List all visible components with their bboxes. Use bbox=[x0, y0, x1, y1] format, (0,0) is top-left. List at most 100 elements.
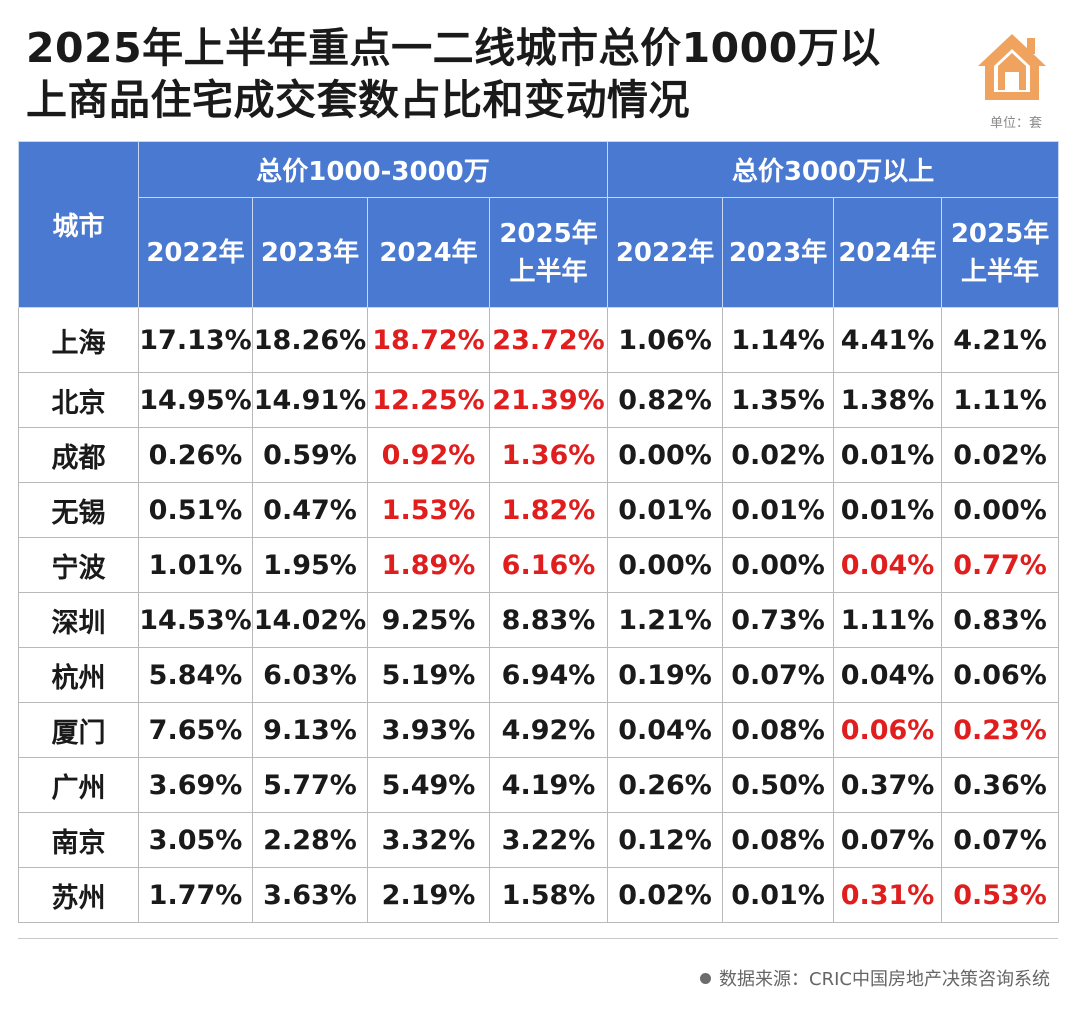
value-cell: 0.01% bbox=[833, 482, 943, 538]
year-header-line1: 2024年 bbox=[379, 237, 478, 268]
value-cell: 14.91% bbox=[252, 372, 368, 428]
value-cell: 0.00% bbox=[941, 482, 1060, 538]
value-cell: 3.63% bbox=[252, 867, 368, 923]
source-note: 数据来源：CRIC中国房地产决策咨询系统 bbox=[700, 965, 1050, 991]
value-cell: 0.04% bbox=[833, 537, 943, 593]
value-cell: 23.72% bbox=[488, 307, 609, 373]
house-icon bbox=[978, 34, 1046, 100]
value-cell: 9.13% bbox=[252, 702, 368, 758]
value-cell: 0.50% bbox=[722, 757, 835, 813]
city-cell: 北京 bbox=[18, 372, 139, 428]
year-header: 2024年 bbox=[367, 197, 490, 308]
year-header: 2023年 bbox=[252, 197, 368, 308]
value-cell: 1.11% bbox=[833, 592, 943, 648]
city-cell: 杭州 bbox=[18, 647, 139, 703]
value-cell: 0.01% bbox=[722, 482, 835, 538]
value-cell: 0.07% bbox=[833, 812, 943, 868]
value-cell: 6.03% bbox=[252, 647, 368, 703]
value-cell: 1.14% bbox=[722, 307, 835, 373]
value-cell: 0.31% bbox=[833, 867, 943, 923]
value-cell: 0.37% bbox=[833, 757, 943, 813]
value-cell: 12.25% bbox=[367, 372, 490, 428]
year-header: 2022年 bbox=[138, 197, 253, 308]
source-text: 数据来源：CRIC中国房地产决策咨询系统 bbox=[719, 969, 1050, 990]
table-row: 宁波 1.01% 1.95% 1.89% 6.16% 0.00% 0.00% 0.04% 0.7… bbox=[18, 537, 1060, 593]
city-cell: 深圳 bbox=[18, 592, 139, 648]
year-header-line2: 上半年 bbox=[509, 256, 588, 287]
value-cell: 14.53% bbox=[138, 592, 253, 648]
value-cell: 0.06% bbox=[941, 647, 1060, 703]
city-cell: 厦门 bbox=[18, 702, 139, 758]
value-cell: 1.89% bbox=[367, 537, 490, 593]
year-header-row: 2022年 2023年 2024年 2025年 上半年 2022年 2023年 2024年 20… bbox=[19, 197, 1060, 308]
table-row: 成都 0.26% 0.59% 0.92% 1.36% 0.00% 0.02% 0.01% 0.0… bbox=[18, 427, 1060, 483]
value-cell: 0.36% bbox=[941, 757, 1060, 813]
value-cell: 1.95% bbox=[252, 537, 368, 593]
value-cell: 1.21% bbox=[607, 592, 724, 648]
year-header: 2023年 bbox=[722, 197, 835, 308]
table-row: 无锡 0.51% 0.47% 1.53% 1.82% 0.01% 0.01% 0.01% 0.0… bbox=[18, 482, 1060, 538]
value-cell: 4.92% bbox=[488, 702, 609, 758]
value-cell: 1.35% bbox=[722, 372, 835, 428]
year-header-line1: 2025年 bbox=[499, 218, 598, 249]
value-cell: 3.22% bbox=[488, 812, 609, 868]
value-cell: 0.77% bbox=[941, 537, 1060, 593]
value-cell: 0.02% bbox=[607, 867, 724, 923]
value-cell: 8.83% bbox=[488, 592, 609, 648]
value-cell: 0.26% bbox=[607, 757, 724, 813]
value-cell: 1.11% bbox=[941, 372, 1060, 428]
bullet-dot-icon bbox=[700, 972, 712, 984]
value-cell: 5.84% bbox=[138, 647, 253, 703]
value-cell: 4.21% bbox=[941, 307, 1060, 373]
value-cell: 0.00% bbox=[607, 427, 724, 483]
value-cell: 3.32% bbox=[367, 812, 490, 868]
table-row: 广州 3.69% 5.77% 5.49% 4.19% 0.26% 0.50% 0.37% 0.3… bbox=[18, 757, 1060, 813]
year-header: 2025年上半年 bbox=[488, 197, 609, 308]
table-row: 上海 17.13% 18.26% 18.72% 23.72% 1.06% 1.14% 4.41… bbox=[18, 307, 1060, 373]
group-header-1000-3000: 总价1000-3000万 bbox=[137, 141, 609, 198]
value-cell: 1.01% bbox=[138, 537, 253, 593]
value-cell: 1.36% bbox=[488, 427, 609, 483]
value-cell: 0.73% bbox=[722, 592, 835, 648]
title-line-1: 2025年上半年重点一二线城市总价1000万以 bbox=[26, 24, 881, 72]
city-cell: 南京 bbox=[18, 812, 139, 868]
value-cell: 0.07% bbox=[722, 647, 835, 703]
city-cell: 广州 bbox=[18, 757, 139, 813]
year-header-line1: 2024年 bbox=[838, 237, 937, 268]
value-cell: 1.82% bbox=[488, 482, 609, 538]
value-cell: 0.01% bbox=[833, 427, 943, 483]
city-column-header: 城市 bbox=[18, 141, 139, 308]
value-cell: 0.47% bbox=[252, 482, 368, 538]
value-cell: 0.02% bbox=[941, 427, 1060, 483]
value-cell: 0.02% bbox=[722, 427, 835, 483]
value-cell: 3.93% bbox=[367, 702, 490, 758]
year-header-line1: 2023年 bbox=[260, 237, 360, 268]
value-cell: 0.00% bbox=[607, 537, 724, 593]
value-cell: 2.19% bbox=[367, 867, 490, 923]
value-cell: 0.08% bbox=[722, 812, 835, 868]
value-cell: 18.26% bbox=[252, 307, 368, 373]
year-header-line2: 上半年 bbox=[961, 256, 1040, 287]
value-cell: 0.08% bbox=[722, 702, 835, 758]
value-cell: 4.41% bbox=[833, 307, 943, 373]
value-cell: 3.69% bbox=[138, 757, 253, 813]
title-line-2: 上商品住宅成交套数占比和变动情况 bbox=[26, 76, 690, 124]
value-cell: 0.06% bbox=[833, 702, 943, 758]
table-row: 深圳 14.53% 14.02% 9.25% 8.83% 1.21% 0.73% 1.11% 0… bbox=[18, 592, 1060, 648]
value-cell: 0.01% bbox=[722, 867, 835, 923]
value-cell: 0.26% bbox=[138, 427, 253, 483]
city-cell: 苏州 bbox=[18, 867, 139, 923]
value-cell: 0.00% bbox=[722, 537, 835, 593]
year-header: 2022年 bbox=[607, 197, 724, 308]
value-cell: 0.92% bbox=[367, 427, 490, 483]
value-cell: 4.19% bbox=[488, 757, 609, 813]
value-cell: 6.94% bbox=[488, 647, 609, 703]
value-cell: 0.51% bbox=[138, 482, 253, 538]
value-cell: 5.49% bbox=[367, 757, 490, 813]
year-header-line1: 2022年 bbox=[146, 237, 245, 268]
city-cell: 成都 bbox=[18, 427, 139, 483]
value-cell: 21.39% bbox=[488, 372, 609, 428]
value-cell: 17.13% bbox=[138, 307, 253, 373]
year-header: 2025年 上半年 bbox=[941, 197, 1060, 308]
value-cell: 0.82% bbox=[607, 372, 724, 428]
